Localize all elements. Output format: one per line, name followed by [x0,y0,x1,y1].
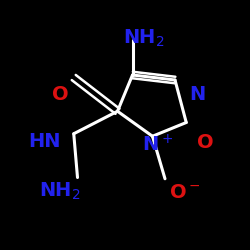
Text: NH$_2$: NH$_2$ [39,180,81,202]
Text: NH$_2$: NH$_2$ [123,28,164,50]
Text: HN: HN [29,132,61,151]
Text: O$^-$: O$^-$ [169,183,201,202]
Text: N: N [190,86,206,104]
Text: O: O [52,86,68,104]
Text: N$^+$: N$^+$ [142,134,173,156]
Text: O: O [197,133,213,152]
